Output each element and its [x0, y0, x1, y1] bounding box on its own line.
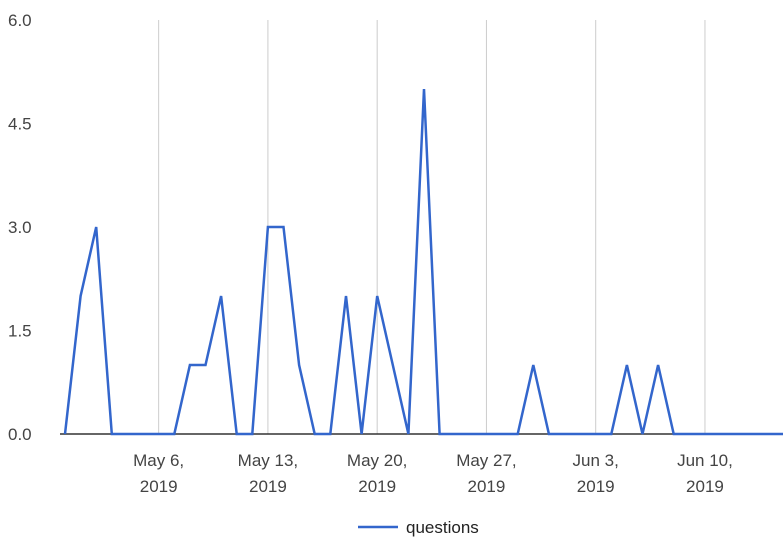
x-tick-label: May 13,: [238, 451, 298, 470]
x-tick-year: 2019: [358, 477, 396, 496]
x-tick-label: May 6,: [133, 451, 184, 470]
series-line-questions: [63, 88, 783, 436]
x-tick-label: May 20,: [347, 451, 407, 470]
x-tick-year: 2019: [140, 477, 178, 496]
y-tick-label: 1.5: [8, 322, 32, 341]
legend[interactable]: questions: [358, 518, 479, 537]
y-tick-label: 6.0: [8, 11, 32, 30]
x-tick-year: 2019: [249, 477, 287, 496]
x-tick-label: Jun 10,: [677, 451, 733, 470]
legend-label: questions: [406, 518, 479, 537]
x-axis: May 6, 2019 May 13, 2019 May 20, 2019 May 27, 2…: [133, 451, 733, 496]
y-tick-label: 4.5: [8, 115, 32, 134]
x-tick-year: 2019: [468, 477, 506, 496]
vertical-gridlines: [158, 20, 706, 434]
x-tick-label: May 27,: [456, 451, 516, 470]
y-tick-label: 3.0: [8, 218, 32, 237]
x-tick-year: 2019: [577, 477, 615, 496]
series-group: [63, 88, 783, 436]
y-tick-label: 0.0: [8, 425, 32, 444]
x-tick-year: 2019: [686, 477, 724, 496]
y-axis: 0.0 1.5 3.0 4.5 6.0: [8, 11, 32, 444]
x-tick-label: Jun 3,: [573, 451, 619, 470]
